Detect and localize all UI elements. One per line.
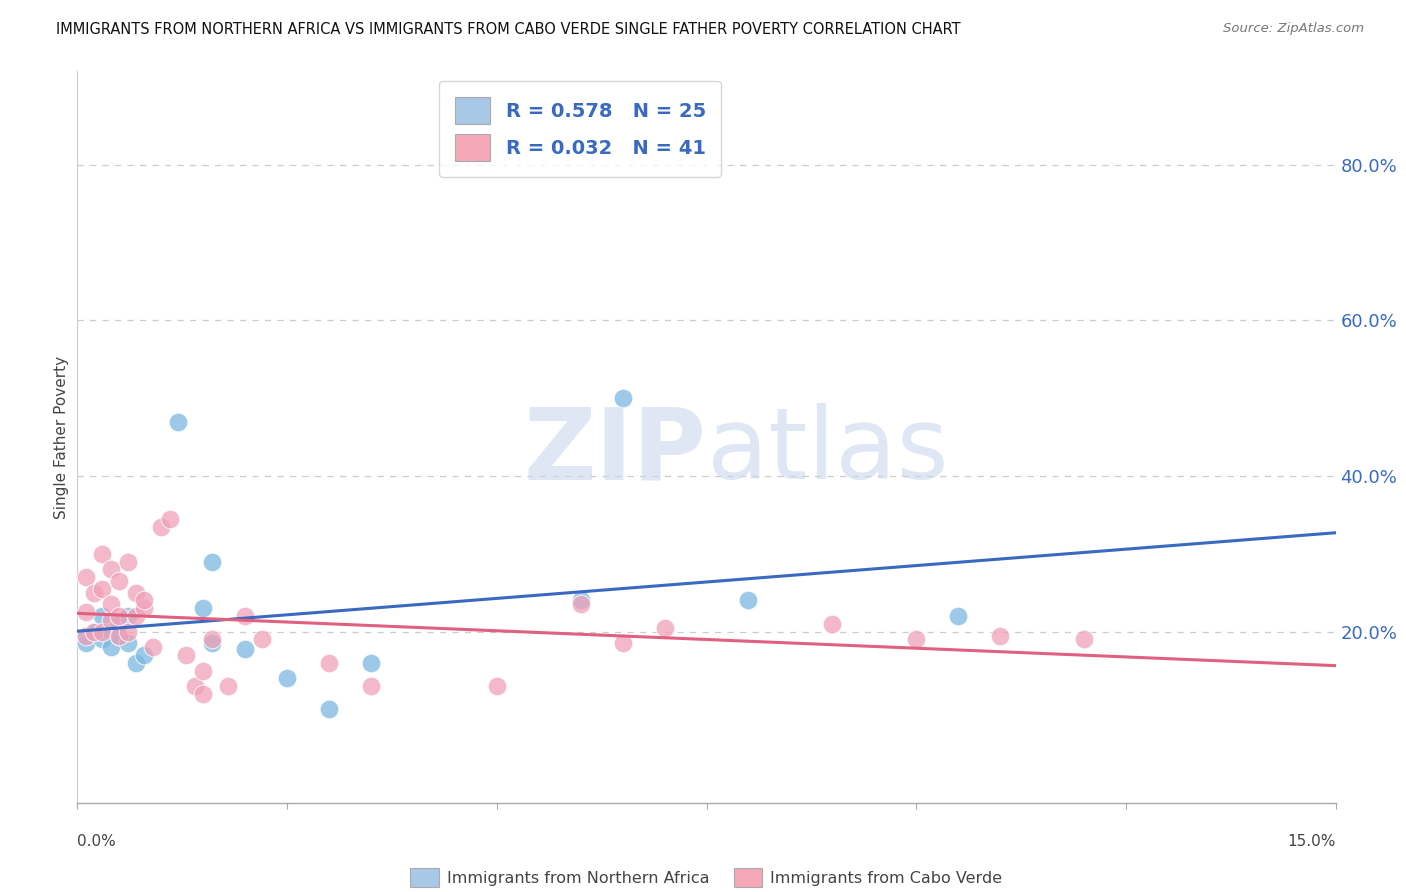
Text: Source: ZipAtlas.com: Source: ZipAtlas.com <box>1223 22 1364 36</box>
Point <box>988 628 1011 642</box>
Point <box>217 679 239 693</box>
Point <box>200 632 222 647</box>
Point <box>200 555 222 569</box>
Point <box>276 671 298 685</box>
Point <box>91 632 114 647</box>
Point <box>108 574 131 588</box>
Point <box>233 641 256 656</box>
Point <box>75 628 97 642</box>
Point <box>134 593 156 607</box>
Point <box>108 628 131 642</box>
Point <box>100 640 122 655</box>
Point <box>91 547 114 561</box>
Text: 0.0%: 0.0% <box>77 834 117 849</box>
Point <box>1073 632 1095 647</box>
Point <box>150 519 173 533</box>
Point <box>654 621 676 635</box>
Point <box>737 593 759 607</box>
Point <box>142 640 165 655</box>
Point <box>125 609 148 624</box>
Point <box>91 582 114 596</box>
Y-axis label: Single Father Poverty: Single Father Poverty <box>53 356 69 518</box>
Point <box>125 585 148 599</box>
Text: ZIP: ZIP <box>523 403 707 500</box>
Point <box>360 679 382 693</box>
Point <box>91 624 114 639</box>
Point <box>191 664 215 678</box>
Legend: R = 0.578   N = 25, R = 0.032   N = 41: R = 0.578 N = 25, R = 0.032 N = 41 <box>440 81 721 177</box>
Point <box>100 562 122 576</box>
Text: atlas: atlas <box>707 403 948 500</box>
Point <box>191 601 215 615</box>
Point <box>612 636 634 650</box>
Point <box>612 391 634 405</box>
Point <box>318 656 340 670</box>
Point <box>83 624 105 639</box>
Point <box>83 585 105 599</box>
Point <box>108 616 131 631</box>
Point <box>100 624 122 639</box>
Point <box>184 679 207 693</box>
Point <box>108 609 131 624</box>
Point <box>905 632 928 647</box>
Point <box>948 609 970 624</box>
Point <box>75 636 97 650</box>
Point <box>569 593 592 607</box>
Point <box>75 628 97 642</box>
Point <box>485 679 508 693</box>
Text: 15.0%: 15.0% <box>1288 834 1336 849</box>
Point <box>200 636 222 650</box>
Point <box>117 624 139 639</box>
Point <box>318 702 340 716</box>
Point <box>117 636 139 650</box>
Point <box>75 570 97 584</box>
Point <box>159 512 181 526</box>
Point <box>117 555 139 569</box>
Point <box>191 687 215 701</box>
Point <box>91 609 114 624</box>
Point <box>125 656 148 670</box>
Point <box>569 598 592 612</box>
Point <box>176 648 198 662</box>
Point <box>117 609 139 624</box>
Point <box>233 609 256 624</box>
Text: IMMIGRANTS FROM NORTHERN AFRICA VS IMMIGRANTS FROM CABO VERDE SINGLE FATHER POVE: IMMIGRANTS FROM NORTHERN AFRICA VS IMMIG… <box>56 22 960 37</box>
Point <box>108 628 131 642</box>
Point <box>83 624 105 639</box>
Point <box>821 616 844 631</box>
Point <box>360 656 382 670</box>
Point <box>167 415 190 429</box>
Point <box>75 605 97 619</box>
Point <box>100 613 122 627</box>
Point <box>100 598 122 612</box>
Point <box>134 601 156 615</box>
Point <box>250 632 273 647</box>
Point <box>134 648 156 662</box>
